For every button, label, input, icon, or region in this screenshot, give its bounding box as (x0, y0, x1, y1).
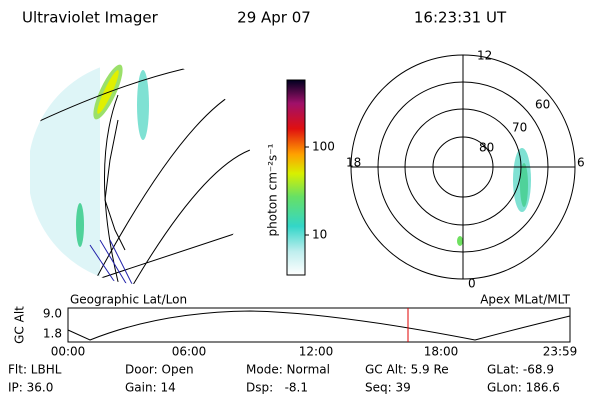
colorbar-label: photon cm⁻²s⁻¹ (266, 143, 280, 236)
title: Ultraviolet Imager (22, 9, 159, 27)
x-tick-label: 12:00 (299, 345, 334, 359)
panel-label: Apex MLat/MLT (480, 293, 570, 307)
polar-label: 0 (468, 277, 476, 291)
info: Gain: 14 (125, 381, 176, 395)
info: Mode: Normal (246, 363, 330, 377)
polar-label: 80 (479, 141, 494, 155)
altitude-box (67, 307, 571, 343)
x-tick-label: 00:00 (51, 345, 86, 359)
polar-label: 12 (477, 49, 492, 63)
info: GLat: -68.9 (487, 363, 554, 377)
colorbar-tick-label: 100 (312, 140, 335, 154)
date: 29 Apr 07 (237, 9, 311, 27)
time: 16:23:31 UT (414, 9, 507, 27)
polar-label: 18 (346, 156, 361, 170)
polar-label: 70 (512, 121, 527, 135)
info: Dsp: -8.1 (246, 381, 308, 395)
colorbar (286, 79, 306, 276)
geographic-image (28, 60, 252, 284)
y-tick-label: 9.0 (43, 307, 62, 321)
altitude-curve (67, 310, 571, 341)
x-tick-label: 18:00 (424, 345, 459, 359)
panel-label: Geographic Lat/Lon (70, 293, 187, 307)
polar-label: 60 (535, 98, 550, 112)
polar-plot (350, 54, 576, 280)
info: Flt: LBHL (8, 363, 62, 377)
y-tick-label: 1.8 (43, 327, 62, 341)
info: IP: 36.0 (8, 381, 53, 395)
x-tick-label: 23:59 (543, 345, 578, 359)
info: GLon: 186.6 (487, 381, 560, 395)
info: Seq: 39 (365, 381, 411, 395)
altitude-label: GC Alt (13, 306, 27, 344)
colorbar-tick-label: 10 (312, 228, 327, 242)
x-tick-label: 06:00 (172, 345, 207, 359)
info: Door: Open (125, 363, 194, 377)
info: GC Alt: 5.9 Re (365, 363, 449, 377)
polar-label: 6 (577, 156, 585, 170)
